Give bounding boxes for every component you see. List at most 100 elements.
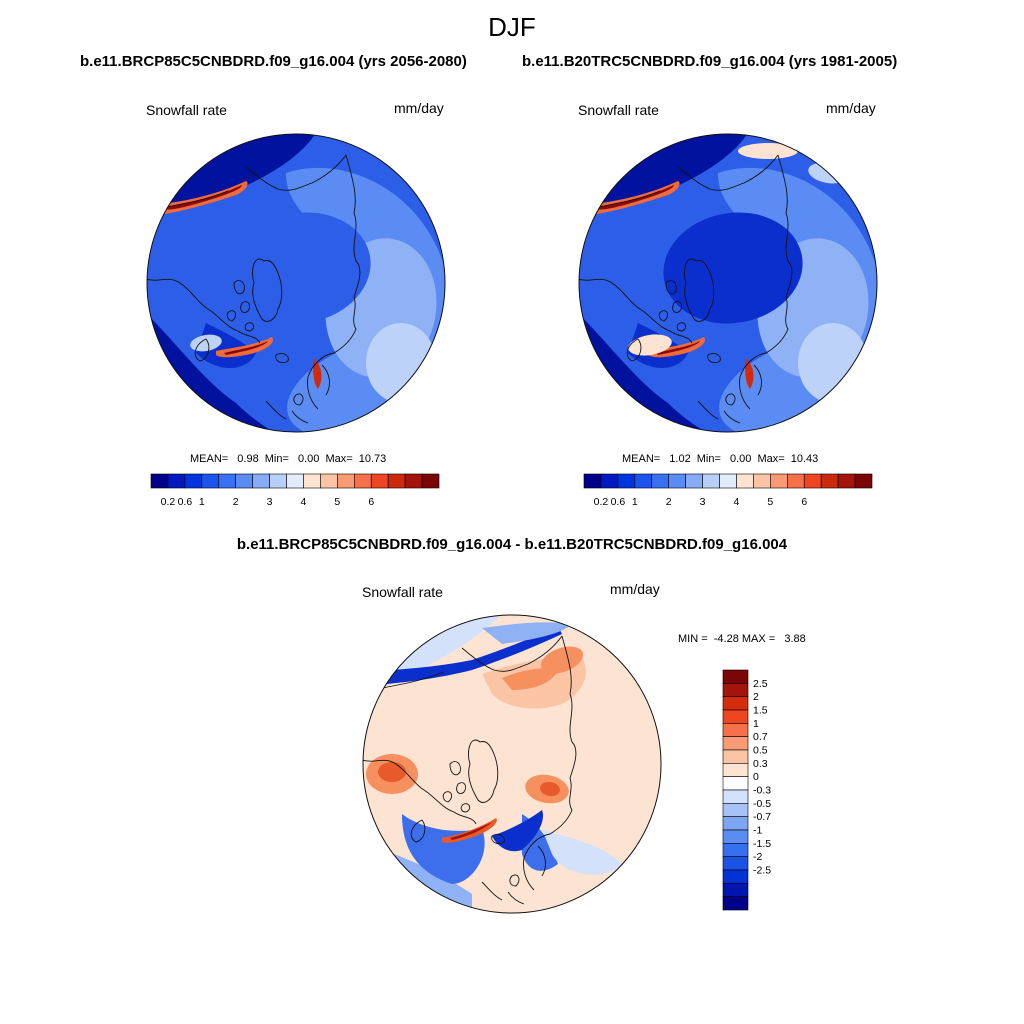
colorbar-box [722, 869, 749, 884]
variable-label-historical: Snowfall rate [578, 102, 659, 118]
colorbar-tick-label: 3 [267, 496, 273, 508]
colorbar-tick-label: 0.2 [161, 496, 176, 508]
map-boundary [362, 614, 662, 914]
field-region [196, 323, 256, 368]
field-region [231, 212, 371, 324]
colorbar-tick-label: 0.7 [753, 731, 768, 743]
colorbar-box [303, 473, 321, 489]
season-title: DJF [488, 12, 536, 42]
mean-label: MEAN= [622, 453, 661, 465]
field-region [628, 334, 672, 356]
colorbar-box [719, 473, 737, 489]
colorbar-tick-label: 0.3 [753, 758, 768, 770]
units-label-historical: mm/day [826, 100, 876, 116]
colorbar-tick-label: 0.6 [178, 496, 193, 508]
colorbar-box [854, 473, 873, 489]
coastline-iceland-uk [275, 352, 304, 406]
colorbar-tick-label: 1.5 [753, 705, 768, 717]
min-value: 0.00 [729, 453, 752, 465]
field-region [366, 323, 436, 403]
colorbar-tick-label: -0.5 [753, 798, 771, 810]
max-value: 10.73 [358, 453, 387, 465]
field-region [224, 341, 268, 355]
panel-title-historical: b.e11.B20TRC5CNBDRD.f09_g16.004 (yrs 198… [522, 53, 898, 70]
colorbar-box [651, 473, 670, 489]
stats-future: MEAN= 0.98 Min= 0.00 Max= 10.73 [190, 453, 386, 465]
map-boundary [146, 133, 446, 433]
colorbar-tick-label: 5 [767, 496, 773, 508]
colorbar-box [722, 736, 749, 751]
colorbar-box [218, 473, 237, 489]
field-region [798, 323, 868, 403]
colorbar-box [722, 669, 749, 684]
colorbar-box [722, 843, 749, 857]
coastline-north-america [147, 278, 261, 344]
variable-label-difference: Snowfall rate [362, 584, 443, 600]
coastlines [363, 635, 577, 905]
field-region [482, 622, 572, 644]
polar-map-difference [362, 614, 662, 914]
colorbar-box [600, 473, 619, 489]
polar-map-historical [578, 133, 878, 433]
coastline-arctic-islands [226, 280, 255, 332]
colorbar-box [201, 473, 220, 489]
colorbar-tick-label: -1.5 [753, 838, 771, 850]
colorbar-box [702, 473, 720, 489]
colorbar-tick-label: 4 [734, 496, 740, 508]
coastline-hudson-bay [194, 338, 210, 362]
colorbar-box [167, 473, 186, 489]
coastline-europe [481, 881, 525, 905]
colorbar-box [837, 473, 856, 489]
variable-label-future: Snowfall rate [146, 102, 227, 118]
colorbar-box [722, 803, 749, 817]
colorbar-box [184, 473, 203, 489]
colorbar-box [722, 763, 749, 777]
colorbar-box [583, 473, 602, 489]
field-region [190, 334, 222, 352]
field-region [540, 646, 584, 674]
coastline-scandinavia [307, 352, 335, 410]
colorbar-tick-label: -0.7 [753, 811, 771, 823]
colorbar-box [722, 816, 749, 831]
coastline-greenland [468, 739, 499, 803]
field-region [313, 359, 322, 389]
units-label-future: mm/day [394, 100, 444, 116]
coastline-bering [597, 154, 779, 208]
colorbar-box [387, 473, 406, 489]
colorbar-tick-label: 6 [801, 496, 807, 508]
field-region [663, 212, 803, 324]
colorbar-tick-label: 6 [368, 496, 374, 508]
colorbar-box [617, 473, 636, 489]
colorbar-box [736, 473, 754, 489]
colorbar-tick-label: -0.3 [753, 785, 771, 797]
coastline-bering [165, 154, 347, 208]
colorbar-tick-label: 5 [334, 496, 340, 508]
coastline-hudson-bay [410, 819, 426, 843]
panel-title-future: b.e11.BRCP85C5CNBDRD.f09_g16.004 (yrs 20… [80, 53, 467, 70]
stats-difference: MIN = -4.28 MAX = 3.88 [678, 633, 806, 645]
colorbar-box [722, 683, 749, 697]
units-label-difference: mm/day [610, 581, 660, 597]
field-region [363, 626, 562, 686]
colorbar-tick-label: 1 [199, 496, 205, 508]
colorbar-box [722, 709, 749, 724]
colorbar-box [722, 829, 749, 844]
colorbar-box [370, 473, 389, 489]
coastline-eurasia [765, 154, 793, 354]
colorbar-tick-label: 1 [632, 496, 638, 508]
coastline-greenland [252, 258, 283, 322]
colorbar-box [353, 473, 372, 489]
colorbar-box [269, 473, 287, 489]
field-region [164, 185, 242, 210]
field-region [378, 762, 406, 782]
coastline-eurasia [333, 154, 361, 354]
stats-historical: MEAN= 1.02 Min= 0.00 Max= 10.43 [622, 453, 818, 465]
colorbar-box [820, 473, 839, 489]
colorbar-future: 0.2 0.6 1 2 3 4 5 6 [150, 473, 440, 508]
colorbar-box [722, 776, 749, 791]
colorbar-tick-label: 0.5 [753, 745, 768, 757]
colorbar-box [722, 856, 749, 871]
coastline-arctic-islands [442, 761, 471, 813]
coastline-europe [265, 400, 309, 424]
polar-map-future [146, 133, 446, 433]
